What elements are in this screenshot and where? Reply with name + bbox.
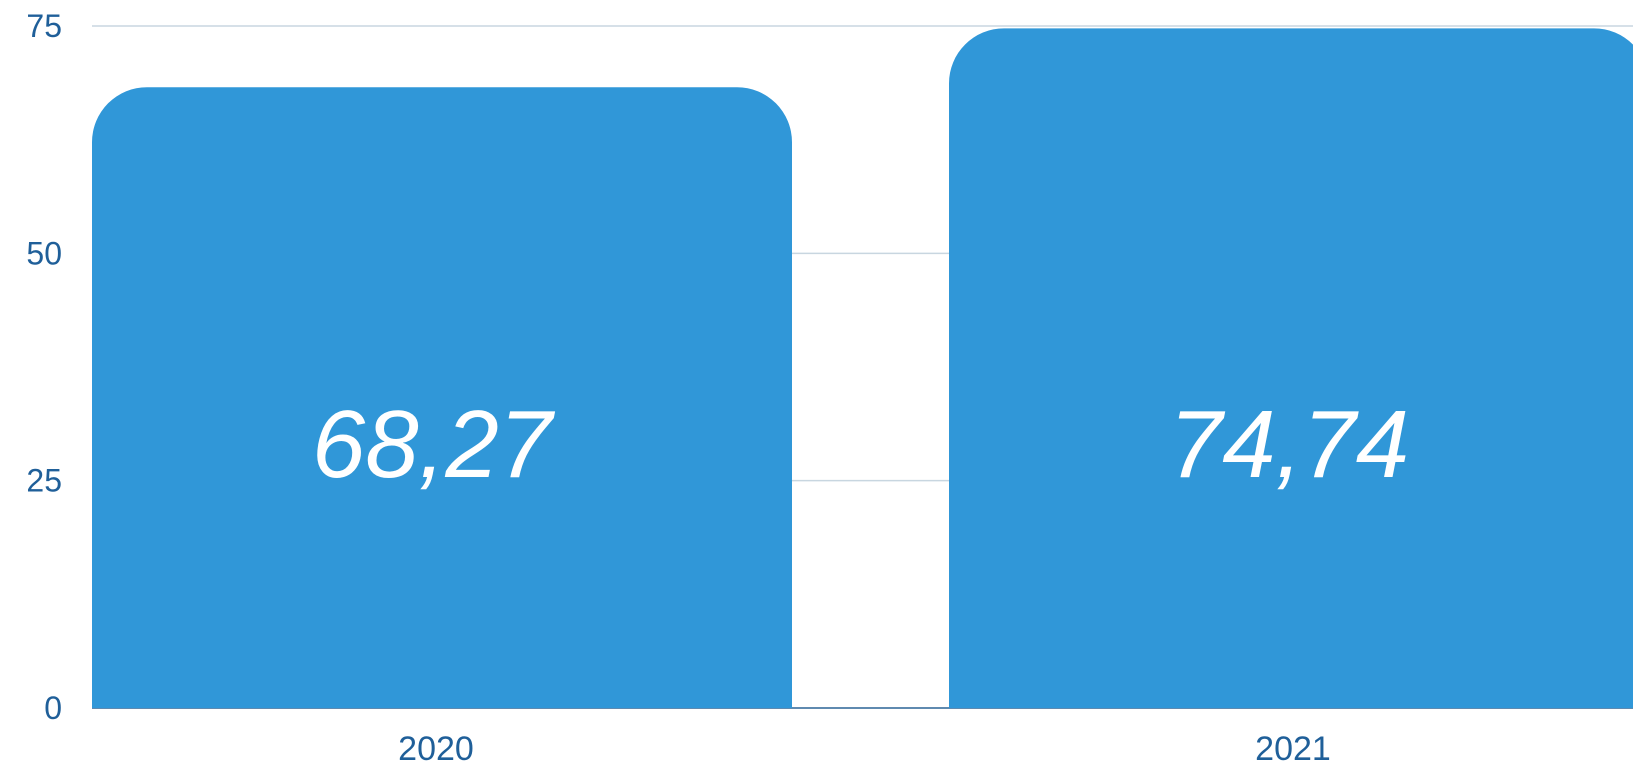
data-label-2020: 68,27 [312, 391, 556, 498]
data-label-2021: 74,74 [1169, 391, 1409, 498]
x-tick-label-2020: 2020 [398, 730, 474, 768]
y-tick-label: 0 [44, 690, 62, 726]
y-tick-label: 75 [26, 8, 62, 44]
y-axis-ticks: 0 25 50 75 [26, 8, 62, 726]
x-axis-ticks: 2020 2021 [398, 730, 1331, 768]
y-tick-label: 50 [26, 235, 62, 271]
bar-2021 [949, 28, 1633, 708]
y-tick-label: 25 [26, 463, 62, 499]
bar-2020 [92, 87, 792, 709]
x-tick-label-2021: 2021 [1255, 730, 1331, 768]
data-labels: 68,27 74,74 [312, 391, 1409, 498]
bars [92, 28, 1633, 709]
